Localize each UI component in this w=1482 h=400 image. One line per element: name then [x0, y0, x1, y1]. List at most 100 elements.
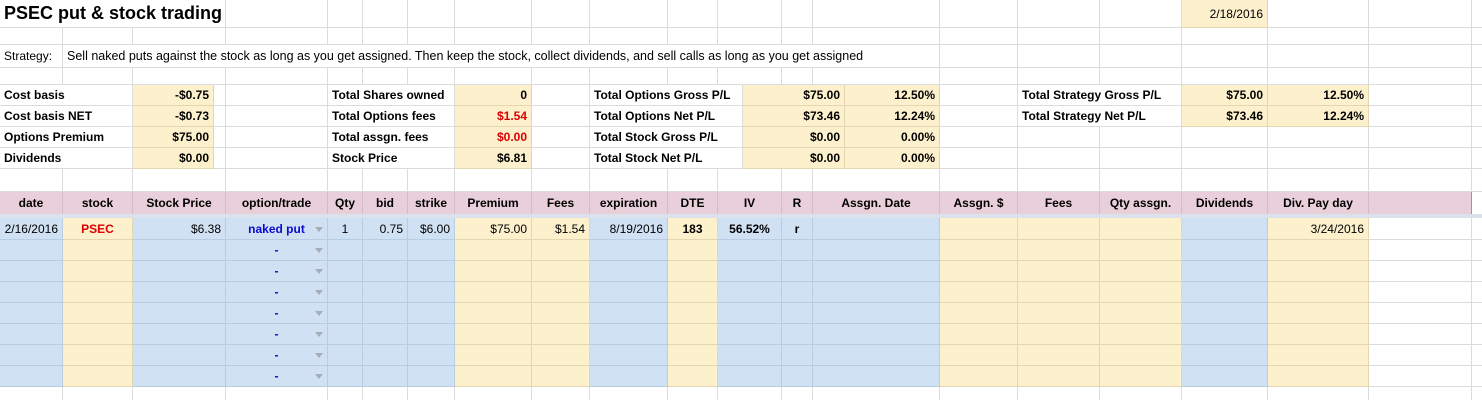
- cell-premium-row4[interactable]: [455, 282, 532, 303]
- cell-option_trade-row6[interactable]: -: [226, 324, 328, 345]
- cell-r-row4[interactable]: [782, 282, 813, 303]
- cell-iv-row3[interactable]: [718, 261, 782, 282]
- cell-fees-row4[interactable]: [532, 282, 590, 303]
- cell-option_trade-row5[interactable]: -: [226, 303, 328, 324]
- empty-cell[interactable]: [668, 387, 718, 400]
- empty-cell[interactable]: [214, 106, 226, 127]
- empty-cell[interactable]: [455, 68, 532, 85]
- cell-option_trade-row2[interactable]: -: [226, 240, 328, 261]
- summary-value[interactable]: $1.54: [455, 106, 532, 127]
- empty-cell[interactable]: [668, 28, 718, 45]
- summary-value[interactable]: $75.00: [743, 85, 845, 106]
- cell-dte-row1[interactable]: 183: [668, 218, 718, 240]
- cell-option_trade-row8[interactable]: -: [226, 366, 328, 387]
- cell-assgn_amt-row7[interactable]: [940, 345, 1018, 366]
- empty-cell[interactable]: [1100, 169, 1182, 192]
- dropdown-arrow-icon[interactable]: [315, 311, 323, 316]
- cell-expiration-row4[interactable]: [590, 282, 668, 303]
- empty-cell[interactable]: [1369, 106, 1472, 127]
- cell-bid-row6[interactable]: [363, 324, 408, 345]
- cell-dte-row3[interactable]: [668, 261, 718, 282]
- cell-div_pay_day-row5[interactable]: [1268, 303, 1369, 324]
- cell-stock_price-row1[interactable]: $6.38: [133, 218, 226, 240]
- cell-expiration-row3[interactable]: [590, 261, 668, 282]
- empty-cell[interactable]: [63, 387, 133, 400]
- cell-fees-row2[interactable]: [532, 240, 590, 261]
- empty-cell[interactable]: [940, 169, 1018, 192]
- cell-dividends-row8[interactable]: [1182, 366, 1268, 387]
- cell-dividends-row3[interactable]: [1182, 261, 1268, 282]
- summary-value[interactable]: $0.00: [743, 127, 845, 148]
- empty-cell[interactable]: [1369, 366, 1472, 387]
- empty-cell[interactable]: [532, 106, 590, 127]
- empty-cell[interactable]: [455, 28, 532, 45]
- summary-value[interactable]: -$0.75: [133, 85, 214, 106]
- empty-cell[interactable]: [1472, 366, 1482, 387]
- header-assgn_date[interactable]: Assgn. Date: [813, 192, 940, 214]
- empty-cell[interactable]: [813, 68, 940, 85]
- empty-cell[interactable]: [1472, 192, 1482, 214]
- cell-fees-row5[interactable]: [532, 303, 590, 324]
- empty-cell[interactable]: [532, 68, 590, 85]
- empty-cell[interactable]: [363, 169, 408, 192]
- empty-cell[interactable]: [1369, 28, 1472, 45]
- empty-cell[interactable]: [532, 127, 590, 148]
- empty-cell[interactable]: [940, 127, 1018, 148]
- cell-fees-row3[interactable]: [532, 261, 590, 282]
- header-premium[interactable]: Premium: [455, 192, 532, 214]
- empty-cell[interactable]: [455, 0, 532, 28]
- empty-cell[interactable]: [1369, 85, 1472, 106]
- empty-cell[interactable]: [0, 68, 63, 85]
- empty-cell[interactable]: [1472, 127, 1482, 148]
- empty-cell[interactable]: [1018, 169, 1100, 192]
- empty-cell[interactable]: [1369, 45, 1472, 68]
- empty-cell[interactable]: [940, 148, 1018, 169]
- empty-cell[interactable]: [1369, 169, 1472, 192]
- empty-cell[interactable]: [1268, 0, 1369, 28]
- empty-cell[interactable]: [1100, 28, 1182, 45]
- cell-r-row6[interactable]: [782, 324, 813, 345]
- cell-stock-row1[interactable]: PSEC: [63, 218, 133, 240]
- cell-qty_assgn-row2[interactable]: [1100, 240, 1182, 261]
- dropdown-arrow-icon[interactable]: [315, 248, 323, 253]
- cell-stock-row8[interactable]: [63, 366, 133, 387]
- cell-qty-row7[interactable]: [328, 345, 363, 366]
- cell-assgn_amt-row5[interactable]: [940, 303, 1018, 324]
- cell-expiration-row5[interactable]: [590, 303, 668, 324]
- summary-value[interactable]: 0: [455, 85, 532, 106]
- header-strike[interactable]: strike: [408, 192, 455, 214]
- cell-fees_assgn-row5[interactable]: [1018, 303, 1100, 324]
- cell-r-row2[interactable]: [782, 240, 813, 261]
- empty-cell[interactable]: [1472, 148, 1482, 169]
- empty-cell[interactable]: [1182, 387, 1268, 400]
- empty-cell[interactable]: [532, 0, 590, 28]
- summary-pct[interactable]: 0.00%: [845, 148, 940, 169]
- page-title[interactable]: PSEC put & stock trading: [0, 0, 226, 28]
- empty-cell[interactable]: [1472, 85, 1482, 106]
- cell-qty-row8[interactable]: [328, 366, 363, 387]
- header-blank[interactable]: [1369, 192, 1472, 214]
- empty-cell[interactable]: [782, 68, 813, 85]
- summary-value[interactable]: -$0.73: [133, 106, 214, 127]
- cell-assgn_date-row6[interactable]: [813, 324, 940, 345]
- report-date-cell[interactable]: 2/18/2016: [1182, 0, 1268, 28]
- cell-bid-row8[interactable]: [363, 366, 408, 387]
- cell-stock-row5[interactable]: [63, 303, 133, 324]
- cell-assgn_amt-row6[interactable]: [940, 324, 1018, 345]
- empty-cell[interactable]: [328, 387, 363, 400]
- cell-stock-row2[interactable]: [63, 240, 133, 261]
- cell-strike-row2[interactable]: [408, 240, 455, 261]
- cell-iv-row6[interactable]: [718, 324, 782, 345]
- empty-cell[interactable]: [63, 68, 133, 85]
- empty-cell[interactable]: [363, 28, 408, 45]
- empty-cell[interactable]: [532, 85, 590, 106]
- empty-cell[interactable]: [133, 387, 226, 400]
- empty-cell[interactable]: [813, 28, 940, 45]
- cell-stock_price-row6[interactable]: [133, 324, 226, 345]
- empty-cell[interactable]: [408, 28, 455, 45]
- cell-iv-row8[interactable]: [718, 366, 782, 387]
- empty-cell[interactable]: [1100, 148, 1182, 169]
- header-option_trade[interactable]: option/trade: [226, 192, 328, 214]
- empty-cell[interactable]: [940, 106, 1018, 127]
- cell-qty_assgn-row7[interactable]: [1100, 345, 1182, 366]
